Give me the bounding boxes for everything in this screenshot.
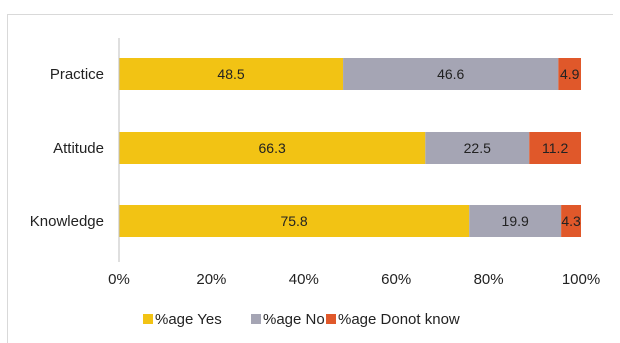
chart-frame xyxy=(7,14,613,343)
bar-segment xyxy=(561,205,581,237)
category-label: Attitude xyxy=(53,140,104,157)
bar-segment xyxy=(343,58,559,90)
legend-label: %age Yes xyxy=(155,311,222,328)
data-label: 48.5 xyxy=(217,66,244,82)
category-label: Knowledge xyxy=(30,213,104,230)
data-label: 75.8 xyxy=(280,213,307,229)
y-axis-labels: Practice Attitude Knowledge xyxy=(30,66,104,230)
legend-swatch xyxy=(326,314,336,324)
bar-segment xyxy=(558,58,581,90)
x-tick-label: 0% xyxy=(108,271,130,288)
x-axis-ticks: 0% 20% 40% 60% 80% 100% xyxy=(108,271,600,288)
x-tick-label: 20% xyxy=(196,271,226,288)
data-label: 66.3 xyxy=(259,140,286,156)
legend-item: %age Donot know xyxy=(326,311,460,328)
data-label: 4.3 xyxy=(561,213,581,229)
legend-label: %age Donot know xyxy=(338,311,460,328)
legend-item: %age Yes xyxy=(143,311,222,328)
x-tick-label: 100% xyxy=(562,271,600,288)
legend-item: %age No xyxy=(251,311,325,328)
legend: %age Yes %age No %age Donot know xyxy=(143,311,460,328)
x-tick-label: 80% xyxy=(474,271,504,288)
data-label: 46.6 xyxy=(437,66,464,82)
x-tick-label: 60% xyxy=(381,271,411,288)
bar-segment xyxy=(119,132,426,164)
bars: 48.5 46.6 4.9 66.3 22.5 11.2 75.8 19.9 4.3 xyxy=(119,58,581,237)
bar-segment xyxy=(529,132,581,164)
bar-segment xyxy=(119,205,470,237)
legend-label: %age No xyxy=(263,311,325,328)
x-tick-label: 40% xyxy=(289,271,319,288)
bar-segment xyxy=(425,132,530,164)
data-label: 11.2 xyxy=(542,140,568,156)
legend-swatch xyxy=(143,314,153,324)
data-label: 22.5 xyxy=(464,140,491,156)
bar-segment xyxy=(469,205,562,237)
category-label: Practice xyxy=(50,66,104,83)
legend-swatch xyxy=(251,314,261,324)
data-label: 19.9 xyxy=(502,213,529,229)
bar-segment xyxy=(119,58,344,90)
data-label: 4.9 xyxy=(560,66,580,82)
